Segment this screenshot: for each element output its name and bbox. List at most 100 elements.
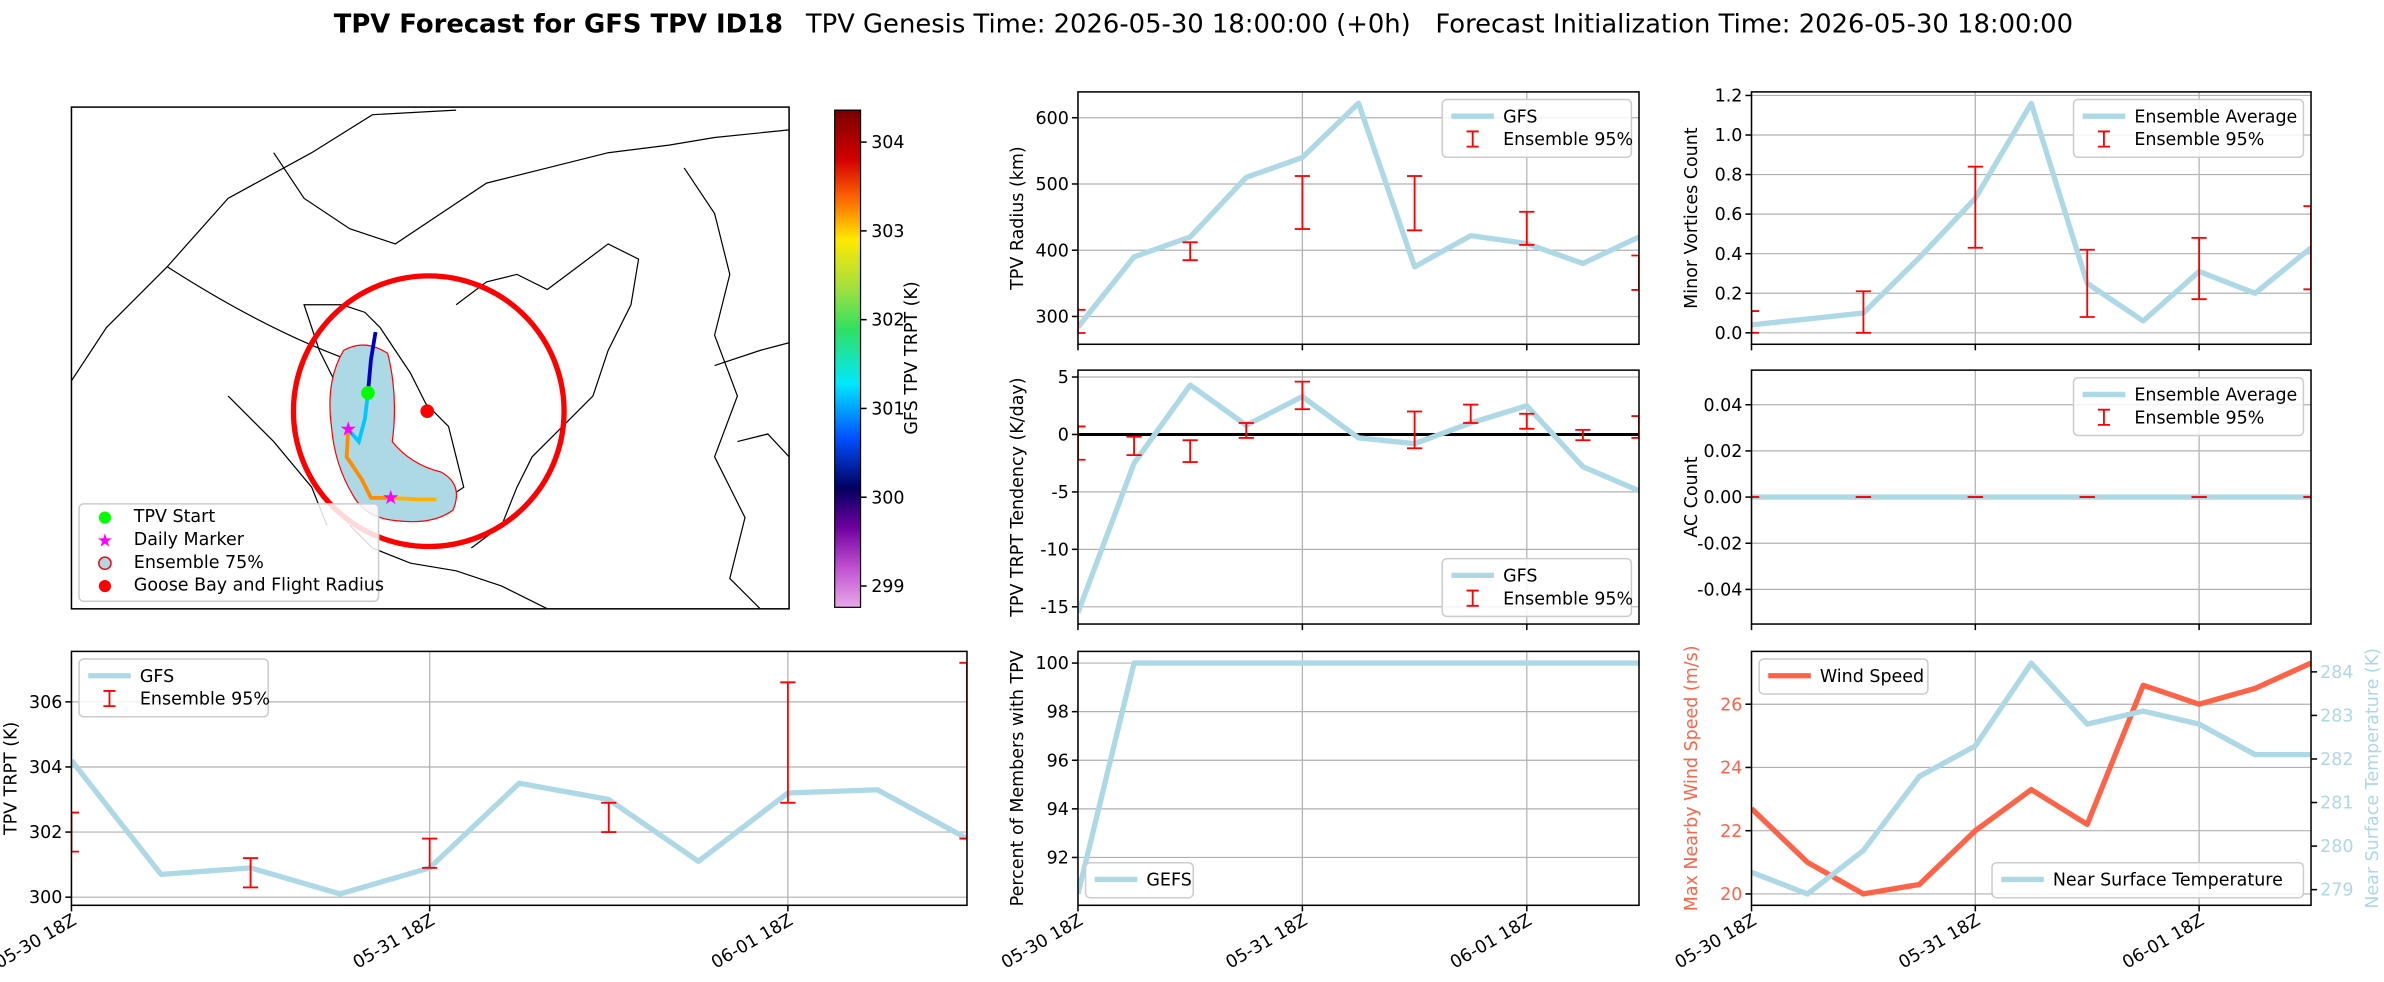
legend-label: Near Surface Temperature bbox=[2053, 871, 2283, 891]
map-legend bbox=[78, 503, 380, 602]
frame bbox=[1750, 650, 2312, 907]
panel: 05-30 18Z 05-31 18Z 06-01 18Z 20 22 24 26 279 28… bbox=[1672, 645, 2383, 973]
colorbar-label: GFS TPV TRPT (K) bbox=[902, 281, 922, 434]
y-tick-label: 1.2 bbox=[1715, 87, 1743, 107]
panel: -15 -10 -5 0 5 TPV TRPT Tendency (K/day) GFS En… bbox=[1008, 368, 1640, 631]
y-tick-label: 98 bbox=[1047, 703, 1069, 723]
y2-axis-label: Near Surface Temperature (K) bbox=[2363, 648, 2383, 909]
y2-tick-label: 281 bbox=[2320, 794, 2353, 814]
error-bar bbox=[1751, 310, 1760, 334]
x-tick-label: 05-30 18Z bbox=[0, 911, 80, 974]
y-tick-label: 20 bbox=[1720, 885, 1742, 905]
y-tick-label: 100 bbox=[1036, 654, 1069, 674]
error-bar bbox=[1519, 210, 1535, 246]
y-tick-label: -10 bbox=[1040, 540, 1069, 560]
y-axis-label: TPV Radius (km) bbox=[1008, 146, 1028, 291]
error-bar bbox=[1077, 308, 1086, 334]
legend-box bbox=[2072, 376, 2305, 437]
y-tick-label: -5 bbox=[1051, 483, 1068, 503]
y-tick-label: 300 bbox=[1036, 308, 1069, 328]
x-tick-label: 06-01 18Z bbox=[2119, 911, 2207, 974]
frame bbox=[1750, 91, 2312, 346]
tpv-start bbox=[361, 386, 375, 400]
y-axis-label: Percent of Members with TPV bbox=[1008, 650, 1028, 906]
y-tick-label: 96 bbox=[1047, 751, 1069, 771]
line bbox=[1751, 660, 2312, 897]
y-tick-label: 0.2 bbox=[1715, 284, 1743, 304]
y-tick-label: 26 bbox=[1720, 695, 1742, 715]
error-bar bbox=[422, 837, 438, 869]
y-tick-label: 0.00 bbox=[1703, 488, 1742, 508]
error-bar bbox=[780, 681, 796, 804]
colorbar-tick-label: 302 bbox=[871, 311, 904, 331]
error-bar bbox=[1463, 403, 1479, 424]
colorbar-tick-label: 300 bbox=[871, 488, 904, 508]
error-bar bbox=[1631, 254, 1639, 291]
goose-bay bbox=[420, 404, 435, 419]
y-tick-label: 0.4 bbox=[1715, 245, 1743, 265]
y-tick-label: 22 bbox=[1720, 822, 1742, 842]
y-tick-label: 94 bbox=[1047, 800, 1069, 820]
panel: 300 400 500 600 TPV Radius (km) GFS Ensemble 9… bbox=[1008, 91, 1640, 351]
panel: 0.0 0.2 0.4 0.6 0.8 1.0 1.2 Minor Vortices Coun… bbox=[1682, 87, 2312, 351]
legend-label: Ensemble 95% bbox=[140, 690, 270, 710]
legend: GFS Ensemble 95% bbox=[1441, 557, 1633, 618]
error-bar bbox=[1855, 290, 1872, 334]
flight-radius bbox=[290, 273, 567, 550]
legend-label: Ensemble 95% bbox=[2134, 130, 2264, 150]
y-tick-label: 0.8 bbox=[1715, 166, 1743, 186]
error-bar bbox=[1238, 422, 1254, 439]
legend-label: Ensemble 95% bbox=[1503, 589, 1633, 609]
error-bar bbox=[71, 811, 80, 853]
legend-box bbox=[1084, 861, 1194, 899]
daily-marker: ★ bbox=[382, 486, 400, 509]
line bbox=[1751, 660, 2312, 897]
colorbar-tick-label: 301 bbox=[871, 400, 904, 420]
y2-tick-label: 280 bbox=[2320, 837, 2353, 857]
error-bar bbox=[1406, 175, 1423, 232]
legend-label: GFS bbox=[140, 667, 174, 687]
y-tick-label: 0.0 bbox=[1715, 324, 1743, 344]
y-tick-label: 400 bbox=[1036, 241, 1069, 261]
error-bar bbox=[1182, 439, 1198, 463]
y2-tick-label: 282 bbox=[2320, 750, 2353, 770]
y-axis-label: Minor Vortices Count bbox=[1682, 127, 1702, 309]
y-tick-label: 0.02 bbox=[1703, 442, 1742, 462]
panel: -0.04 -0.02 0.00 0.02 0.04 AC Count Ensemble A… bbox=[1682, 369, 2312, 631]
legend-label: TPV Start bbox=[133, 507, 216, 527]
frame bbox=[1077, 650, 1640, 907]
y-tick-label: 1.0 bbox=[1715, 126, 1743, 146]
legend-label: Wind Speed bbox=[1820, 667, 1924, 687]
colorbar bbox=[834, 109, 862, 608]
y-tick-label: -0.02 bbox=[1697, 534, 1742, 554]
error-bar bbox=[1294, 380, 1310, 411]
line bbox=[71, 758, 967, 897]
x-tick-label: 05-31 18Z bbox=[350, 911, 438, 974]
colorbar-tick-label: 299 bbox=[871, 577, 904, 597]
error-bar bbox=[1575, 428, 1591, 442]
error-bar bbox=[1126, 435, 1142, 457]
x-tick-label: 05-31 18Z bbox=[1223, 911, 1311, 974]
error-bar bbox=[242, 857, 259, 889]
y-tick-label: 0 bbox=[1058, 426, 1069, 446]
legend: GEFS bbox=[1084, 861, 1194, 899]
y-tick-label: 306 bbox=[29, 693, 62, 713]
error-bar bbox=[1519, 412, 1535, 430]
legend-marker bbox=[98, 579, 111, 593]
y2-tick-label: 279 bbox=[2320, 881, 2353, 901]
error-bar bbox=[1406, 410, 1423, 450]
legend: Wind Speed bbox=[1758, 658, 1929, 695]
line bbox=[1751, 100, 2312, 328]
legend: Ensemble Average Ensemble 95% bbox=[2072, 98, 2305, 159]
legend: GFS Ensemble 95% bbox=[1441, 98, 1633, 159]
line bbox=[1077, 100, 1639, 329]
error-bar bbox=[2191, 236, 2207, 301]
error-bar bbox=[1294, 175, 1310, 230]
track bbox=[344, 429, 391, 500]
legend-marker bbox=[98, 511, 111, 524]
legend-swatch bbox=[2097, 408, 2111, 426]
y-axis-label: TPV TRPT Tendency (K/day) bbox=[1008, 377, 1028, 617]
x-tick-label: 05-30 18Z bbox=[998, 911, 1086, 974]
map: ★ ★ ★ TPV Start Daily Marker Ensemble 75… bbox=[70, 106, 922, 610]
legend-label: GFS bbox=[1503, 107, 1537, 127]
